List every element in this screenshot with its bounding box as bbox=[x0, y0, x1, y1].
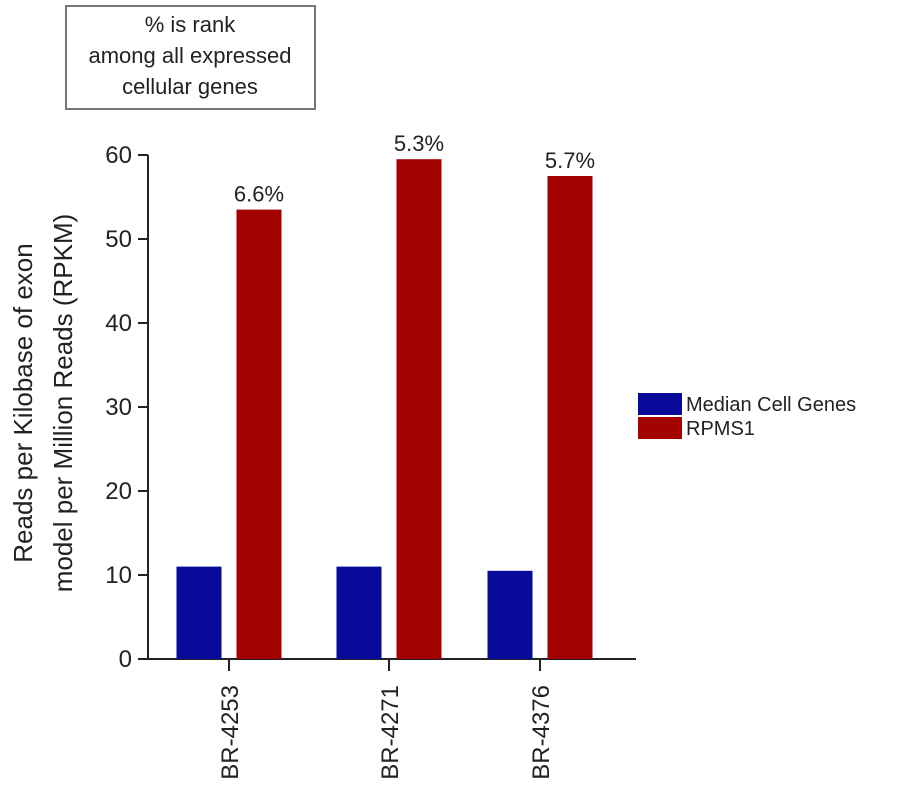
y-tick-label: 20 bbox=[105, 478, 132, 505]
bars bbox=[176, 159, 593, 659]
y-tick-label: 60 bbox=[105, 142, 132, 169]
y-tick-label: 0 bbox=[119, 646, 132, 673]
legend-label-median-cell-genes: Median Cell Genes bbox=[686, 394, 856, 416]
bar-rpms1-br-4253 bbox=[236, 209, 282, 659]
data-label: 5.7% bbox=[545, 148, 595, 173]
legend-swatch-rpms1 bbox=[638, 417, 682, 439]
data-labels: 6.6% 5.3% 5.7% bbox=[234, 131, 595, 206]
annotation-box: % is rank among all expressed cellular g… bbox=[65, 5, 316, 110]
y-axis-title-line-2: model per Million Reads (RPKM) bbox=[48, 214, 78, 593]
x-tick-label: BR-4376 bbox=[528, 685, 555, 780]
x-ticks: BR-4253 BR-4271 BR-4376 bbox=[217, 659, 555, 780]
annotation-line-1: % is rank bbox=[145, 12, 236, 37]
data-label: 6.6% bbox=[234, 182, 284, 207]
bar-rpms1-br-4376 bbox=[547, 176, 593, 659]
y-axis-title: Reads per Kilobase of exon model per Mil… bbox=[8, 214, 78, 593]
data-label: 5.3% bbox=[394, 131, 444, 156]
x-tick-label: BR-4253 bbox=[217, 685, 244, 780]
annotation-line-2: among all expressed bbox=[88, 43, 291, 68]
annotation-box-frame bbox=[65, 5, 316, 110]
y-ticks: 0 10 20 30 40 50 60 bbox=[105, 142, 148, 673]
y-tick-label: 30 bbox=[105, 394, 132, 421]
bar-rpms1-br-4271 bbox=[396, 159, 442, 659]
bar-median-cell-genes-br-4253 bbox=[176, 566, 222, 659]
x-tick-label: BR-4271 bbox=[377, 685, 404, 780]
annotation-line-3: cellular genes bbox=[122, 74, 258, 99]
y-tick-label: 50 bbox=[105, 226, 132, 253]
bar-median-cell-genes-br-4376 bbox=[487, 570, 533, 659]
y-axis-title-line-1: Reads per Kilobase of exon bbox=[8, 243, 38, 562]
y-tick-label: 40 bbox=[105, 310, 132, 337]
bar-median-cell-genes-br-4271 bbox=[336, 566, 382, 659]
legend-label-rpms1: RPMS1 bbox=[686, 418, 755, 440]
y-tick-label: 10 bbox=[105, 562, 132, 589]
legend-swatch-median-cell-genes bbox=[638, 393, 682, 415]
